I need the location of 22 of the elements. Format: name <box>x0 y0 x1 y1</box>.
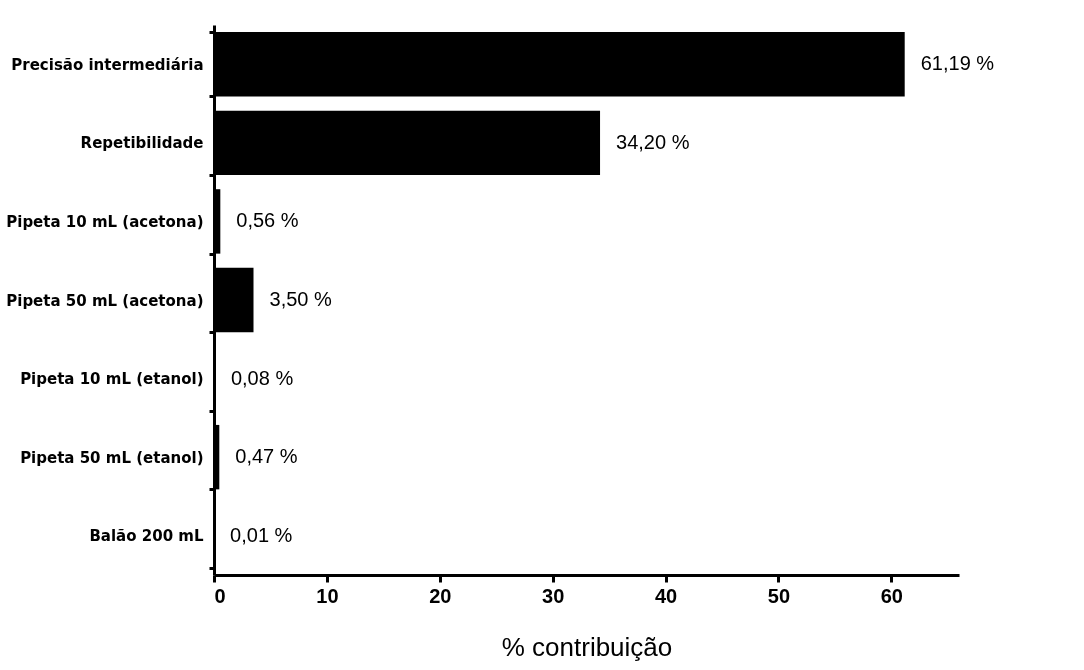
y-tick-label: Repetibilidade <box>80 134 204 153</box>
y-tick-label: Pipeta 50 mL (etanol) <box>20 448 204 467</box>
y-tick-label: Precisão intermediária <box>11 55 204 74</box>
data-label: 0,01 % <box>230 523 293 546</box>
y-tick-label: Balão 200 mL <box>89 527 204 546</box>
x-tick-label: 30 <box>542 584 565 607</box>
data-label: 34,20 % <box>616 130 690 153</box>
x-axis-title: % contribuição <box>501 631 673 662</box>
x-tick-label: 40 <box>654 584 678 607</box>
data-label: 0,56 % <box>236 209 299 232</box>
data-label: 0,08 % <box>230 366 294 389</box>
y-tick-label: Pipeta 10 mL (acetona) <box>6 212 204 231</box>
x-tick-label: 60 <box>880 584 903 607</box>
x-tick-label: 10 <box>316 584 339 607</box>
x-tick-label: 50 <box>767 584 791 607</box>
data-label: 3,50 % <box>269 288 332 310</box>
data-label: 0,47 % <box>235 445 298 468</box>
y-tick-label: Pipeta 10 mL (etanol) <box>20 370 204 389</box>
y-tick-label: Pipeta 50 mL (acetona) <box>6 291 204 310</box>
x-tick-label: 20 <box>429 584 452 607</box>
data-label: 61,19 % <box>920 52 995 75</box>
x-tick-label: 0 <box>214 584 226 607</box>
